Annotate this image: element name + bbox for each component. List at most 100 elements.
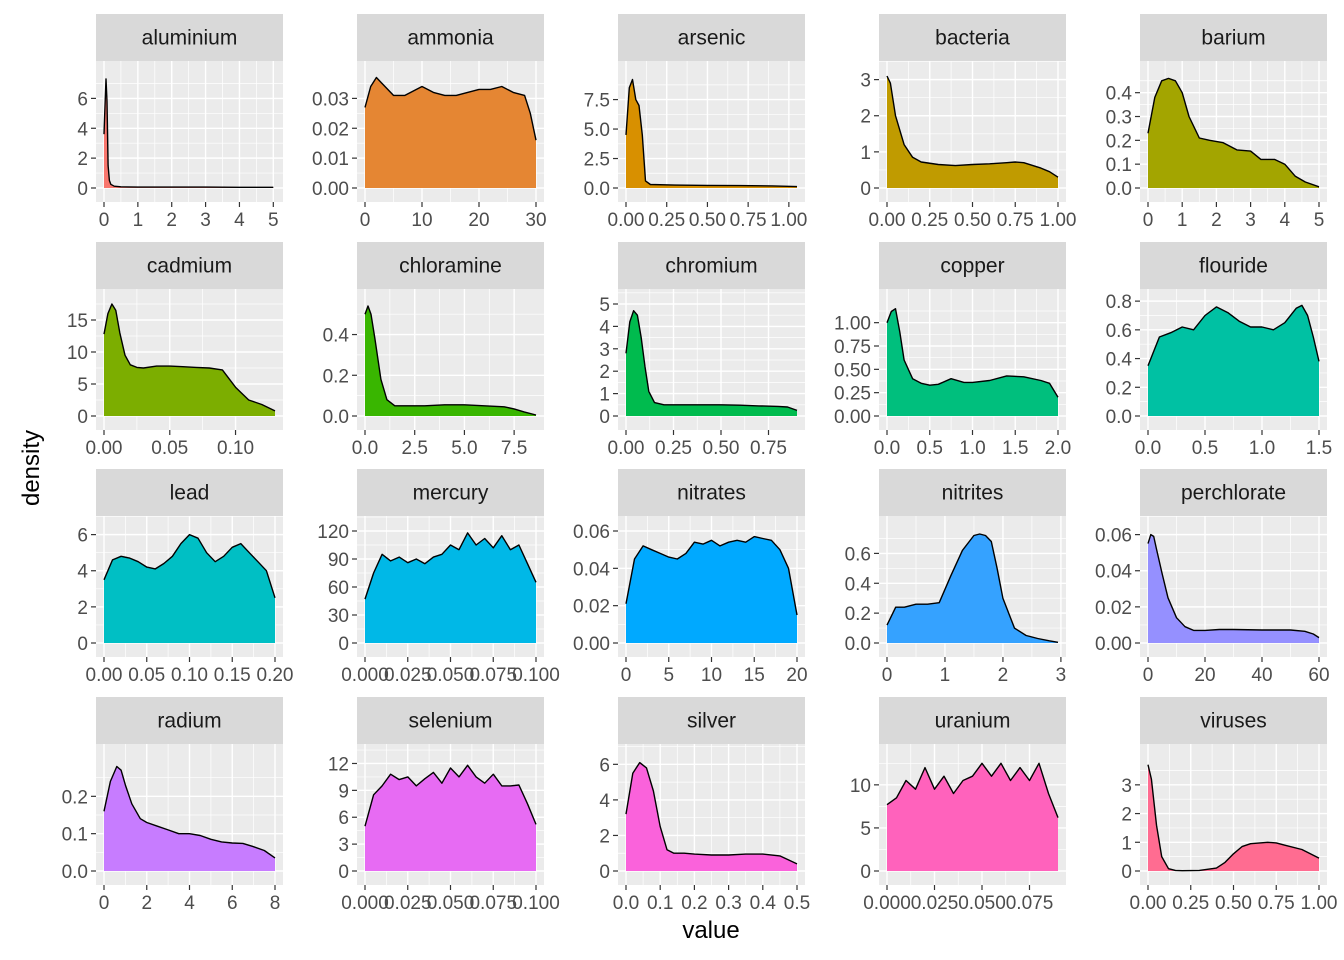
- facet-ammonia: ammonia 0 10 20 30 0.00 0.01 0.02 0.03: [312, 14, 547, 231]
- y-tick-label: 3: [338, 835, 349, 856]
- facet-silver: silver 0.0 0.1 0.2 0.3 0.4 0.5 0 2 4 6: [599, 697, 810, 914]
- y-tick-label: 6: [77, 89, 88, 110]
- x-tick-label: 0.50: [703, 438, 740, 459]
- strip-background: [879, 242, 1066, 289]
- x-tick-label: 0: [360, 210, 371, 231]
- y-tick-label: 0.02: [1095, 598, 1132, 619]
- x-tick-label: 1.0: [1249, 438, 1275, 459]
- strip-label: uranium: [935, 710, 1011, 733]
- panel-background: [96, 61, 283, 202]
- x-tick-label: 0.000: [863, 893, 911, 914]
- facet-uranium: uranium 0.000 0.025 0.050 0.075 0 5 10: [850, 697, 1066, 914]
- density-outline: [364, 76, 537, 141]
- y-tick-label: 0.4: [323, 326, 350, 347]
- strip-label: aluminium: [142, 27, 238, 50]
- y-tick-label: 0.75: [834, 337, 871, 358]
- density-outline: [364, 532, 537, 600]
- x-tick-label: 0.0: [352, 438, 378, 459]
- y-tick-label: 0.00: [1095, 634, 1132, 655]
- strip-background: [1140, 469, 1327, 516]
- density-outline: [625, 761, 798, 865]
- strip-background: [357, 469, 544, 516]
- strip-background: [879, 697, 1066, 744]
- y-tick-label: 4: [77, 562, 88, 583]
- density-outline: [364, 305, 537, 416]
- facet-arsenic: arsenic 0.00 0.25 0.50 0.75 1.00 0.0 2.5 5.0 7.5: [584, 14, 807, 231]
- density-outline: [886, 533, 1059, 643]
- x-tick-label: 10: [701, 665, 722, 686]
- x-tick-label: 0.75: [750, 438, 787, 459]
- x-tick-label: 0.025: [911, 893, 959, 914]
- y-axis-title: density: [18, 430, 45, 506]
- y-tick-label: 0.02: [312, 119, 349, 140]
- x-tick-label: 0.025: [384, 665, 432, 686]
- x-tick-label: 0.000: [341, 665, 389, 686]
- x-tick-label: 0.050: [427, 665, 475, 686]
- facet-radium: radium 0 2 4 6 8 0.0 0.1 0.2: [62, 697, 283, 914]
- y-tick-label: 2: [599, 826, 610, 847]
- x-tick-label: 0.025: [384, 893, 432, 914]
- x-tick-label: 5: [1314, 210, 1325, 231]
- y-tick-label: 0: [599, 862, 610, 883]
- x-tick-label: 0: [621, 665, 632, 686]
- y-tick-label: 0: [77, 407, 88, 428]
- x-tick-label: 0.00: [86, 438, 123, 459]
- y-tick-label: 0: [860, 862, 871, 883]
- y-tick-label: 0.2: [1106, 378, 1132, 399]
- y-tick-label: 0.03: [312, 89, 349, 110]
- y-tick-label: 0.0: [845, 634, 871, 655]
- x-tick-label: 0.100: [512, 893, 560, 914]
- density-outline: [625, 78, 798, 188]
- strip-label: chloramine: [399, 255, 502, 278]
- y-tick-label: 0.4: [1106, 84, 1133, 105]
- y-tick-label: 0.2: [323, 366, 349, 387]
- y-tick-label: 0.6: [845, 544, 871, 565]
- y-tick-label: 0.0: [1106, 407, 1132, 428]
- strip-background: [879, 469, 1066, 516]
- density-area: [104, 534, 275, 643]
- x-tick-label: 0.5: [1192, 438, 1218, 459]
- y-tick-label: 0: [1121, 862, 1132, 883]
- y-tick-label: 30: [328, 606, 349, 627]
- density-outline: [103, 303, 276, 412]
- x-tick-label: 20: [1194, 665, 1215, 686]
- x-tick-label: 1: [940, 665, 951, 686]
- x-tick-label: 0.00: [1130, 893, 1167, 914]
- x-tick-label: 0.0: [1135, 438, 1161, 459]
- x-tick-label: 60: [1308, 665, 1329, 686]
- x-tick-label: 20: [786, 665, 807, 686]
- density-area: [1148, 534, 1319, 643]
- x-tick-label: 3: [1056, 665, 1067, 686]
- y-tick-label: 0.0: [323, 407, 349, 428]
- y-tick-label: 2.5: [584, 150, 610, 171]
- x-tick-label: 5: [663, 665, 674, 686]
- x-tick-label: 0.75: [997, 210, 1034, 231]
- x-tick-label: 0.000: [341, 893, 389, 914]
- density-outline: [1147, 304, 1320, 366]
- density-outline: [103, 78, 274, 188]
- strip-background: [1140, 697, 1327, 744]
- density-outline: [103, 533, 276, 599]
- x-tick-label: 0: [1143, 665, 1154, 686]
- x-tick-label: 0.75: [730, 210, 767, 231]
- x-tick-label: 1.5: [1306, 438, 1332, 459]
- x-tick-label: 1: [133, 210, 144, 231]
- strip-background: [1140, 14, 1327, 61]
- x-tick-label: 3: [200, 210, 211, 231]
- density-area: [365, 306, 536, 416]
- y-tick-label: 0.3: [1106, 108, 1132, 129]
- strip-background: [618, 469, 805, 516]
- y-tick-label: 0.02: [573, 597, 610, 618]
- y-tick-label: 0.50: [834, 360, 871, 381]
- y-tick-label: 0.06: [573, 522, 610, 543]
- y-tick-label: 0.25: [834, 384, 871, 405]
- x-tick-label: 2: [166, 210, 177, 231]
- y-tick-label: 0.6: [1106, 321, 1132, 342]
- x-tick-label: 2: [141, 893, 152, 914]
- facet-lead: lead 0.00 0.05 0.10 0.15 0.20 0 2 4 6: [77, 469, 293, 686]
- y-tick-label: 15: [67, 311, 88, 332]
- density-area: [887, 308, 1058, 416]
- x-tick-label: 5.0: [451, 438, 477, 459]
